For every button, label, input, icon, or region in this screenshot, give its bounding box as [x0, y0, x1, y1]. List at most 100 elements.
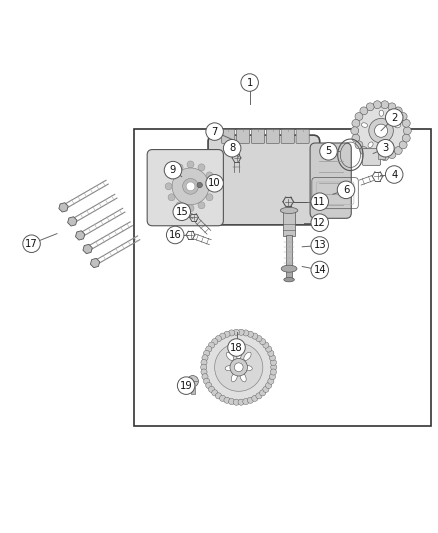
- Ellipse shape: [225, 366, 235, 371]
- Circle shape: [186, 182, 195, 191]
- Circle shape: [252, 333, 258, 339]
- Circle shape: [206, 382, 212, 389]
- Circle shape: [388, 151, 396, 158]
- Circle shape: [204, 378, 210, 384]
- Circle shape: [201, 369, 207, 375]
- Circle shape: [206, 172, 213, 179]
- Circle shape: [252, 395, 258, 401]
- Circle shape: [399, 141, 407, 149]
- Circle shape: [238, 399, 244, 405]
- Circle shape: [202, 355, 208, 361]
- Circle shape: [337, 181, 355, 199]
- Text: 18: 18: [230, 343, 243, 352]
- Circle shape: [381, 101, 389, 109]
- Ellipse shape: [226, 352, 233, 360]
- Ellipse shape: [236, 366, 241, 375]
- Circle shape: [269, 355, 276, 361]
- FancyBboxPatch shape: [251, 130, 265, 143]
- Ellipse shape: [243, 366, 252, 371]
- Text: 5: 5: [325, 146, 332, 156]
- Circle shape: [377, 140, 394, 157]
- Text: 6: 6: [343, 185, 349, 195]
- Circle shape: [399, 112, 407, 120]
- Ellipse shape: [231, 373, 237, 382]
- FancyBboxPatch shape: [296, 130, 309, 143]
- Circle shape: [256, 393, 262, 399]
- Circle shape: [197, 182, 202, 188]
- Bar: [286, 268, 292, 279]
- Bar: [134, 128, 431, 426]
- Circle shape: [204, 332, 274, 402]
- Circle shape: [311, 193, 328, 211]
- Circle shape: [311, 261, 328, 279]
- Circle shape: [366, 103, 374, 111]
- Circle shape: [176, 164, 183, 171]
- Circle shape: [212, 338, 218, 345]
- Circle shape: [165, 183, 172, 190]
- Circle shape: [201, 364, 207, 370]
- Ellipse shape: [236, 349, 241, 359]
- Circle shape: [265, 382, 272, 389]
- Circle shape: [233, 399, 240, 405]
- FancyBboxPatch shape: [237, 130, 250, 143]
- Circle shape: [229, 330, 235, 336]
- Circle shape: [360, 107, 368, 115]
- Circle shape: [263, 386, 269, 392]
- Circle shape: [320, 142, 337, 160]
- Circle shape: [208, 342, 215, 348]
- Circle shape: [360, 147, 368, 155]
- Bar: [191, 386, 195, 394]
- Circle shape: [233, 329, 240, 335]
- Circle shape: [369, 118, 393, 143]
- Text: 19: 19: [180, 381, 193, 391]
- Text: 11: 11: [313, 197, 326, 207]
- Circle shape: [385, 109, 403, 126]
- Circle shape: [206, 123, 223, 140]
- FancyBboxPatch shape: [362, 149, 381, 165]
- Text: 1: 1: [247, 77, 253, 87]
- Ellipse shape: [389, 142, 394, 148]
- Circle shape: [263, 342, 269, 348]
- Circle shape: [215, 343, 263, 391]
- Circle shape: [270, 369, 276, 375]
- Ellipse shape: [284, 278, 294, 282]
- Polygon shape: [83, 244, 92, 254]
- Circle shape: [260, 338, 266, 345]
- Circle shape: [403, 119, 410, 127]
- Circle shape: [172, 168, 209, 205]
- Text: 8: 8: [229, 143, 235, 154]
- Circle shape: [173, 203, 191, 221]
- Circle shape: [243, 330, 249, 336]
- Circle shape: [269, 374, 276, 379]
- Circle shape: [247, 331, 254, 337]
- Circle shape: [209, 183, 216, 190]
- Circle shape: [208, 386, 215, 392]
- Text: 17: 17: [25, 239, 38, 249]
- Text: 2: 2: [391, 112, 397, 123]
- Circle shape: [388, 103, 396, 111]
- Bar: [378, 154, 385, 159]
- Text: 9: 9: [170, 165, 176, 175]
- Circle shape: [271, 364, 277, 370]
- Circle shape: [201, 359, 207, 366]
- Circle shape: [204, 350, 210, 357]
- Ellipse shape: [280, 207, 298, 214]
- Circle shape: [352, 134, 360, 142]
- FancyBboxPatch shape: [266, 130, 279, 143]
- Circle shape: [373, 101, 381, 109]
- Circle shape: [230, 359, 247, 376]
- Ellipse shape: [379, 110, 384, 116]
- Text: 3: 3: [382, 143, 389, 154]
- Circle shape: [215, 393, 222, 399]
- FancyBboxPatch shape: [310, 143, 351, 219]
- Ellipse shape: [361, 123, 367, 127]
- Circle shape: [187, 376, 198, 387]
- Circle shape: [187, 205, 194, 212]
- Circle shape: [355, 141, 363, 149]
- Circle shape: [198, 164, 205, 171]
- Bar: [286, 235, 292, 266]
- Circle shape: [355, 112, 363, 120]
- Text: 10: 10: [208, 178, 221, 188]
- Circle shape: [311, 214, 328, 231]
- Circle shape: [403, 134, 410, 142]
